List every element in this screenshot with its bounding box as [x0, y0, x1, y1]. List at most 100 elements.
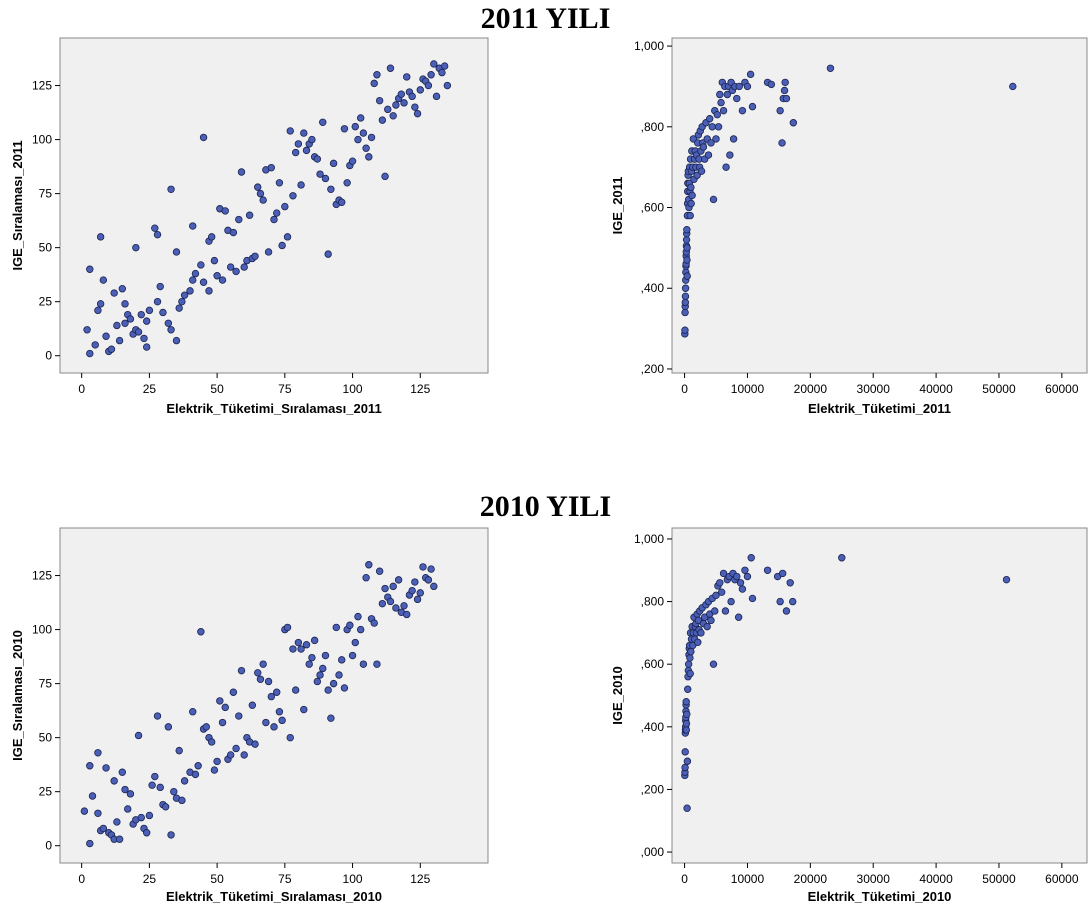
data-point — [683, 710, 691, 718]
data-point — [682, 726, 691, 734]
data-point — [156, 282, 164, 291]
y-tick-label: 75 — [39, 187, 53, 201]
data-point — [686, 211, 694, 220]
data-point — [778, 139, 786, 147]
data-point — [199, 278, 208, 286]
data-point — [264, 677, 273, 686]
data-point — [723, 90, 732, 99]
data-point — [180, 777, 189, 785]
x-tick-label: 50 — [210, 382, 224, 396]
y-axis-title: IGE_Sıralaması_2010 — [10, 630, 25, 761]
data-point — [408, 92, 416, 101]
data-point — [218, 718, 227, 727]
data-point — [706, 115, 714, 123]
data-point — [291, 148, 300, 157]
data-point — [681, 292, 690, 301]
y-tick-label: ,600 — [641, 657, 665, 671]
x-tick-label: 0 — [78, 872, 85, 886]
x-tick-label: 25 — [143, 872, 157, 886]
x-tick-label: 60000 — [1045, 872, 1079, 886]
data-point — [153, 712, 162, 720]
data-point — [686, 654, 694, 662]
data-point — [110, 777, 118, 785]
data-point — [221, 207, 229, 215]
data-point — [197, 628, 205, 636]
data-point — [221, 703, 229, 712]
data-point — [778, 569, 787, 578]
data-point — [351, 638, 359, 647]
data-point — [747, 554, 755, 562]
data-point — [281, 202, 289, 211]
x-tick-label: 30000 — [857, 382, 891, 396]
x-axis-title: Elektrik_Tüketimi_Sıralaması_2010 — [166, 889, 382, 904]
data-point — [438, 68, 446, 77]
x-tick-label: 50000 — [982, 872, 1016, 886]
data-point — [289, 645, 297, 653]
y-tick-label: 1,000 — [634, 532, 664, 546]
data-point — [400, 99, 408, 107]
data-point — [338, 656, 346, 664]
data-point — [294, 140, 303, 148]
x-tick-label: 75 — [278, 872, 292, 886]
data-point — [297, 181, 305, 189]
data-point — [121, 319, 129, 327]
data-point — [694, 638, 702, 646]
x-tick-label: 30000 — [857, 872, 891, 886]
data-point — [140, 334, 148, 343]
data-point — [86, 762, 94, 770]
data-point — [365, 153, 373, 161]
data-point — [384, 105, 392, 114]
data-point — [432, 92, 441, 101]
data-point — [262, 718, 270, 727]
data-point — [99, 276, 108, 284]
data-point — [275, 708, 284, 716]
data-point — [332, 623, 341, 632]
data-point — [427, 71, 435, 79]
data-point — [124, 805, 132, 813]
y-tick-label: ,800 — [641, 595, 665, 609]
data-point — [96, 300, 105, 308]
y-tick-label: ,400 — [641, 281, 665, 295]
x-tick-label: 0 — [681, 872, 688, 886]
data-point — [681, 763, 689, 772]
y-tick-label: ,400 — [641, 720, 665, 734]
data-point — [115, 336, 124, 345]
data-point — [254, 669, 262, 677]
data-point — [340, 125, 349, 133]
data-point — [232, 744, 240, 753]
data-point — [189, 276, 197, 284]
data-point — [776, 597, 784, 606]
x-axis-title: Elektrik_Tüketimi_Sıralaması_2011 — [166, 401, 381, 416]
data-point — [735, 82, 743, 91]
data-point — [294, 638, 303, 647]
x-tick-label: 100 — [343, 872, 363, 886]
data-point — [278, 241, 286, 250]
data-point — [683, 804, 691, 812]
data-point — [430, 582, 438, 591]
data-point — [319, 664, 327, 673]
data-point — [780, 86, 789, 95]
data-point — [786, 579, 794, 587]
data-point — [213, 757, 221, 766]
data-point — [709, 660, 718, 668]
data-point — [403, 73, 411, 81]
data-point — [397, 90, 406, 98]
data-point — [197, 261, 205, 269]
data-point — [367, 133, 376, 142]
data-point — [403, 610, 411, 619]
data-point — [748, 594, 757, 603]
data-point — [370, 79, 378, 88]
data-point — [91, 341, 99, 349]
data-point — [346, 621, 354, 629]
data-point — [264, 248, 273, 256]
data-point — [354, 612, 362, 621]
data-point — [302, 641, 311, 649]
data-point — [96, 233, 105, 241]
data-point — [683, 256, 691, 264]
data-point — [310, 636, 319, 645]
data-point — [741, 566, 749, 574]
data-point — [707, 139, 715, 147]
data-point — [717, 98, 725, 107]
x-tick-label: 50 — [210, 872, 224, 886]
